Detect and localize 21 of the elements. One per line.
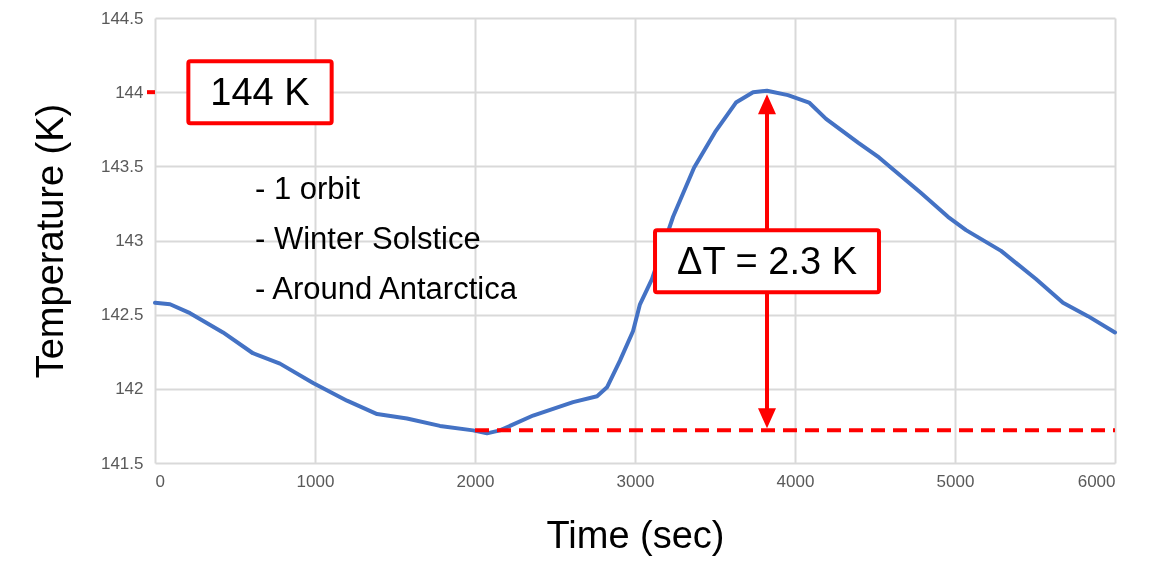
- annotation: - 1 orbit: [255, 171, 361, 206]
- y-axis-title: Temperature (K): [28, 103, 71, 379]
- y-tick-label: 144.5: [100, 8, 144, 28]
- y-tick-label: 143.5: [100, 156, 144, 176]
- annotation: - Around Antarctica: [255, 271, 518, 306]
- annotation: - Winter Solstice: [255, 221, 481, 256]
- x-tick-label: 6000: [1077, 471, 1116, 491]
- y-tick-label: 142: [115, 379, 144, 399]
- y-tick-label: 141.5: [100, 453, 144, 473]
- y-tick-label: 142.5: [100, 305, 144, 325]
- x-tick-label: 4000: [776, 471, 815, 491]
- x-tick-label: 1000: [296, 471, 335, 491]
- x-axis-title: Time (sec): [546, 513, 725, 556]
- x-tick-label: 0: [155, 471, 165, 491]
- x-tick-label: 3000: [616, 471, 655, 491]
- annotation: ΔT = 2.3 K: [677, 240, 857, 283]
- y-tick-label: 144: [115, 82, 144, 102]
- x-tick-label: 2000: [456, 471, 495, 491]
- ref-line-label: 144 K: [210, 71, 310, 114]
- y-tick-label: 143: [115, 231, 144, 250]
- x-tick-label: 5000: [936, 471, 975, 491]
